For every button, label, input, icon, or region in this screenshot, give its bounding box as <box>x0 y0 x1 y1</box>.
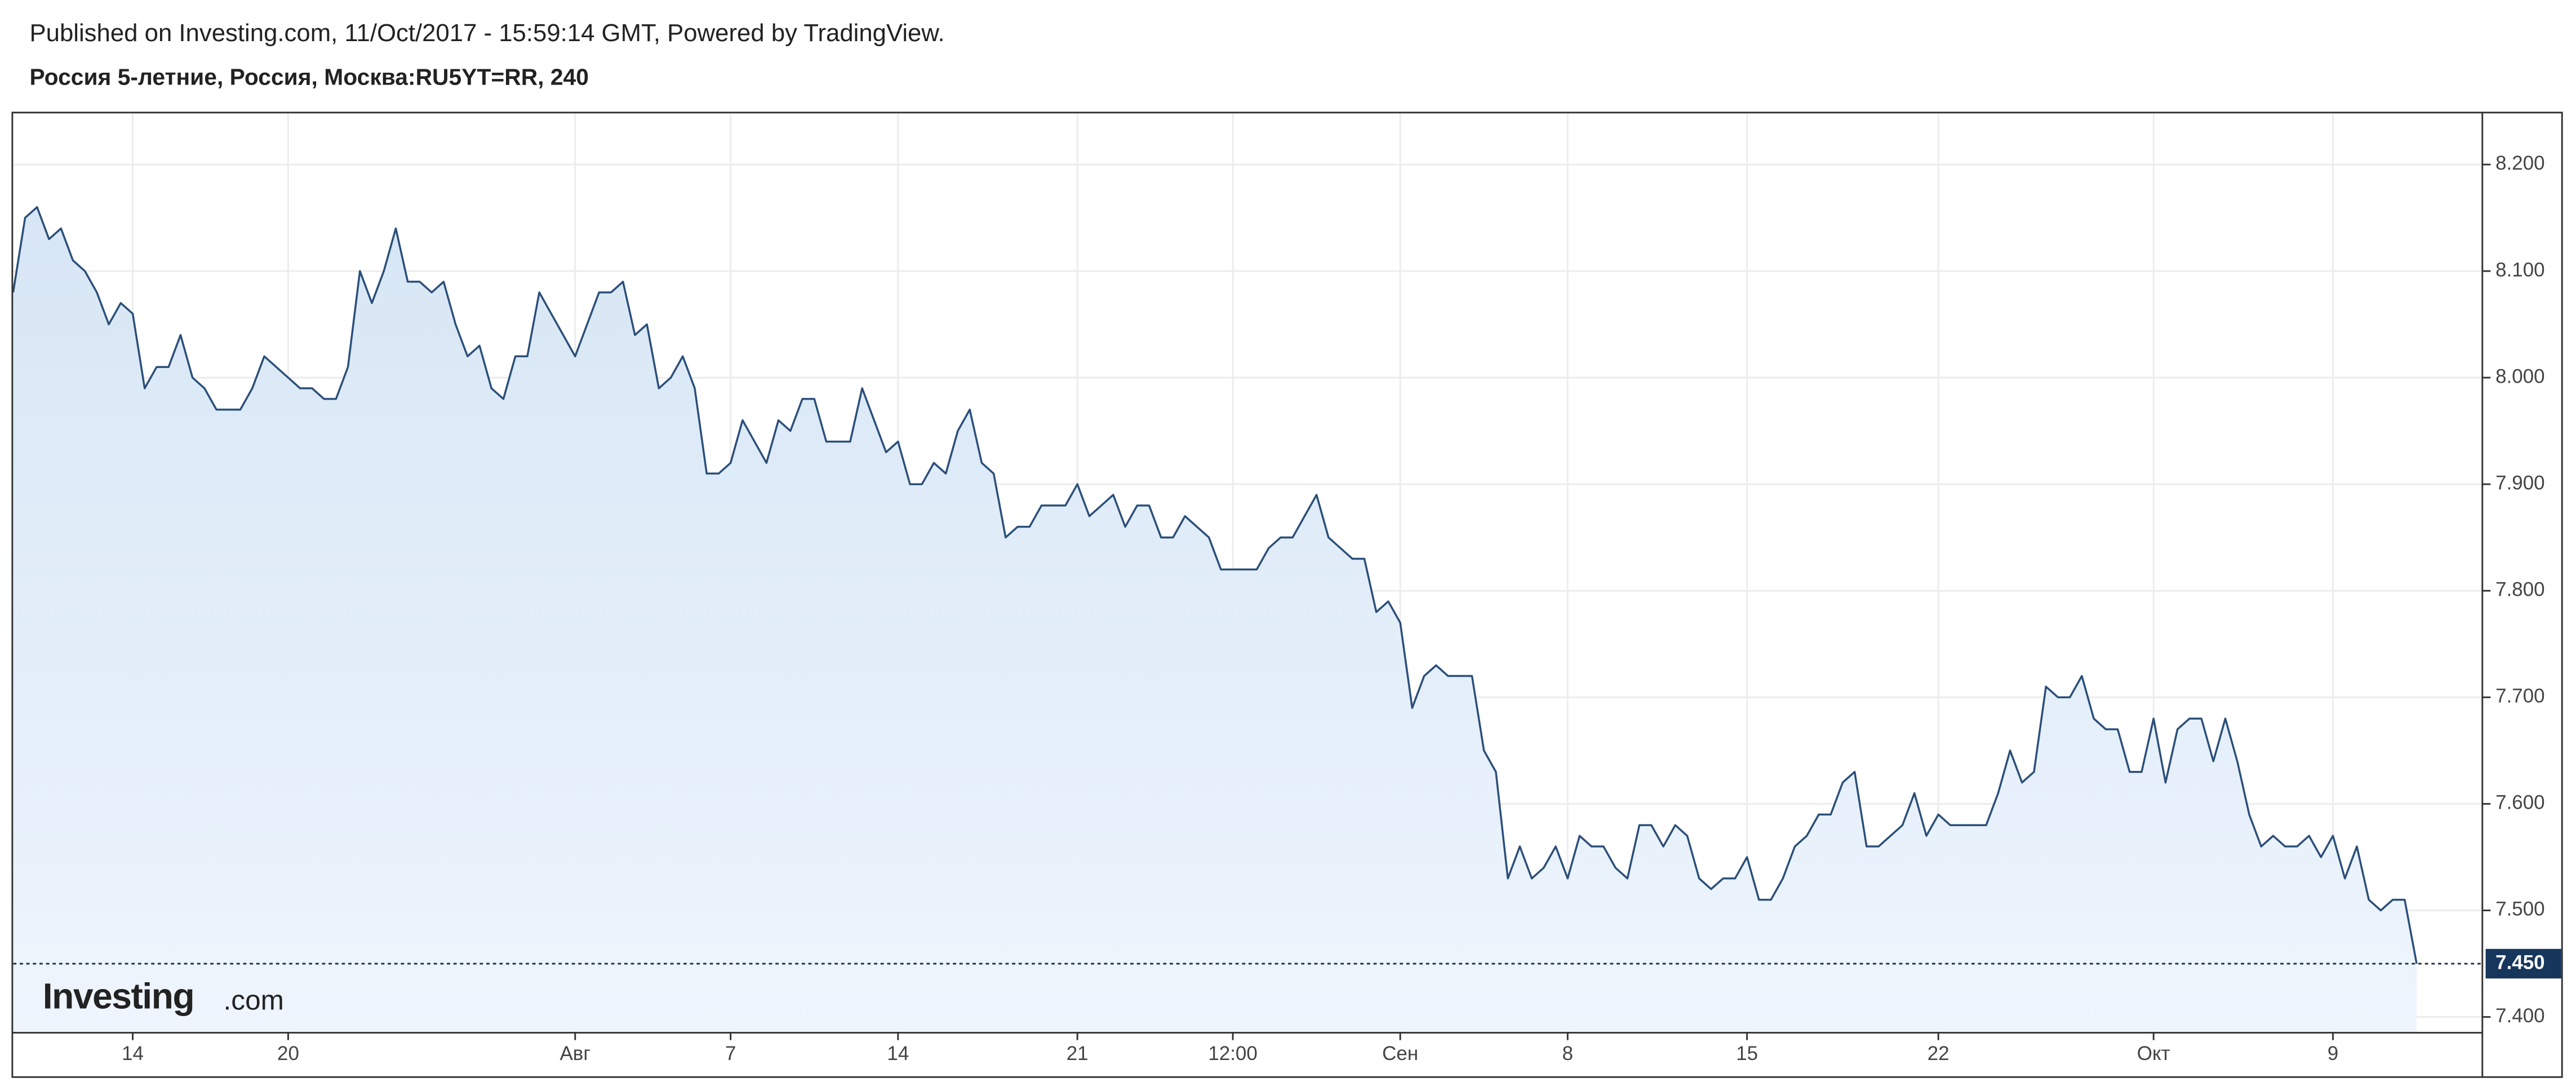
header-text: Published on Investing.com, 11/Oct/2017 … <box>29 19 944 47</box>
price-line <box>12 206 2418 964</box>
area-fill <box>13 207 2417 1032</box>
x-tick-label: 22 <box>1927 1043 1949 1065</box>
y-tick-label: 8.000 <box>2495 365 2545 387</box>
x-tick-label: 20 <box>277 1043 299 1065</box>
x-tick-label: 14 <box>887 1043 909 1065</box>
x-tick-label: 15 <box>1736 1043 1758 1065</box>
x-tick-label: 12:00 <box>1208 1043 1258 1065</box>
y-tick-label: 8.100 <box>2495 259 2545 281</box>
x-tick-label: 9 <box>2328 1043 2338 1065</box>
frame <box>11 112 2563 1078</box>
y-tick-label: 7.700 <box>2495 685 2545 707</box>
y-tick-label: 7.800 <box>2495 579 2545 601</box>
y-tick-label: 7.600 <box>2495 792 2545 814</box>
x-tick-label: Авг <box>559 1043 590 1065</box>
chart-title: Россия 5-летние, Россия, Москва:RU5YT=RR… <box>29 64 588 90</box>
y-tick-label: 7.500 <box>2495 898 2545 920</box>
logo-brand: Investing <box>43 976 194 1017</box>
y-tick-label: 7.900 <box>2495 472 2545 494</box>
y-tick-label: 7.400 <box>2495 1005 2545 1027</box>
x-tick-label: Сен <box>1382 1043 1418 1065</box>
x-tick-label: 14 <box>122 1043 144 1065</box>
x-tick-label: 8 <box>1562 1043 1573 1065</box>
y-tick-label: 8.200 <box>2495 152 2545 174</box>
logo-suffix: .com <box>224 985 284 1016</box>
x-tick-label: 7 <box>725 1043 736 1065</box>
current-price-box <box>2485 948 2561 979</box>
x-tick-label: 21 <box>1067 1043 1089 1065</box>
current-price-label: 7.450 <box>2495 951 2545 973</box>
x-tick-label: Окт <box>2137 1043 2170 1065</box>
